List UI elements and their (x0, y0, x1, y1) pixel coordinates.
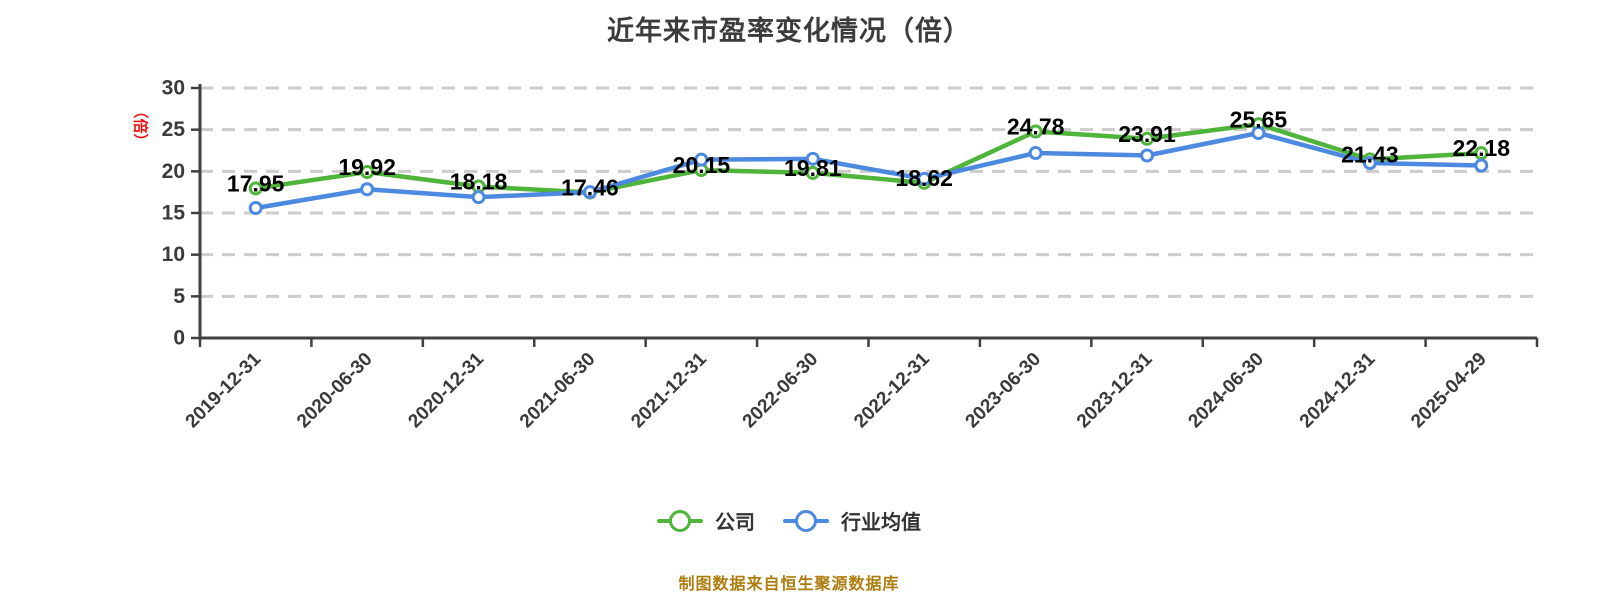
company-data-point (1140, 131, 1155, 146)
legend-label-industry-average: 行业均值 (841, 512, 921, 534)
data-point-label: 18.18 (450, 169, 508, 195)
legend-label-company: 公司 (715, 512, 755, 534)
industry-series-line (253, 130, 1484, 211)
company-data-point (1028, 124, 1043, 139)
legend-item-company[interactable]: 公司 (657, 506, 755, 535)
x-tick-label: 2024-06-30 (1184, 349, 1268, 433)
legend-item-industry-average[interactable]: 行业均值 (783, 506, 921, 535)
x-tick-label: 2024-12-31 (1296, 348, 1380, 432)
x-tick-label: 2023-06-30 (962, 349, 1046, 433)
industry-data-point (360, 182, 375, 197)
company-series-line (253, 122, 1484, 195)
industry-data-point (582, 185, 597, 200)
x-tick-label: 2021-12-31 (627, 348, 711, 432)
legend: 公司 行业均值 (657, 506, 921, 535)
industry-data-point (248, 201, 263, 215)
x-tick-label: 2022-06-30 (739, 349, 823, 433)
data-point-label: 17.95 (227, 170, 285, 196)
data-point-label: 24.78 (1007, 114, 1065, 140)
data-point-label: 23.91 (1118, 121, 1176, 147)
industry-data-point (1251, 126, 1266, 140)
company-data-point (248, 181, 263, 196)
x-tick-label: 2019-12-31 (182, 348, 266, 432)
y-axis-unit-label: （倍） (132, 103, 150, 148)
y-tick-label: 10 (162, 243, 185, 266)
data-point-label: 22.18 (1453, 135, 1511, 161)
industry-series-marker-icon (783, 509, 829, 533)
industry-data-point (1028, 146, 1043, 160)
data-source-note: 制图数据来自恒生聚源数据库 (678, 576, 900, 593)
x-tick-label: 2022-12-31 (850, 348, 934, 432)
y-tick-label: 20 (162, 160, 185, 183)
company-series-marker-icon (657, 509, 703, 533)
x-tick-label: 2020-12-31 (404, 348, 488, 432)
chart-title: 近年来市盈率变化情况（倍） (607, 16, 971, 46)
industry-data-point (1474, 158, 1489, 173)
y-tick-label: 25 (162, 118, 186, 141)
industry-data-point (917, 171, 932, 186)
industry-data-point (805, 151, 820, 166)
x-tick-label: 2021-06-30 (516, 349, 600, 433)
company-marker-circle (669, 509, 691, 532)
y-tick-label: 5 (173, 285, 185, 308)
company-data-point (360, 165, 375, 179)
data-point-label: 21.43 (1341, 141, 1399, 167)
y-tick-label: 15 (162, 202, 186, 225)
industry-data-point (1362, 156, 1377, 170)
industry-marker-circle (795, 509, 817, 532)
x-tick-label: 2023-12-31 (1073, 348, 1157, 432)
x-tick-label: 2020-06-30 (293, 349, 377, 433)
y-tick-label: 0 (173, 327, 185, 350)
company-data-point (805, 165, 820, 180)
industry-data-point (471, 190, 486, 205)
data-point-label: 20.15 (673, 152, 731, 178)
data-point-label: 25.65 (1230, 106, 1288, 132)
x-tick-label: 2025-04-29 (1407, 349, 1491, 433)
y-tick-label: 30 (162, 77, 185, 100)
data-point-label: 19.92 (338, 154, 396, 180)
industry-data-point (694, 152, 709, 167)
data-point-label: 19.81 (784, 155, 842, 181)
data-point-label: 18.62 (895, 165, 953, 191)
data-point-label: 17.46 (561, 175, 619, 201)
industry-data-point (1140, 148, 1155, 163)
